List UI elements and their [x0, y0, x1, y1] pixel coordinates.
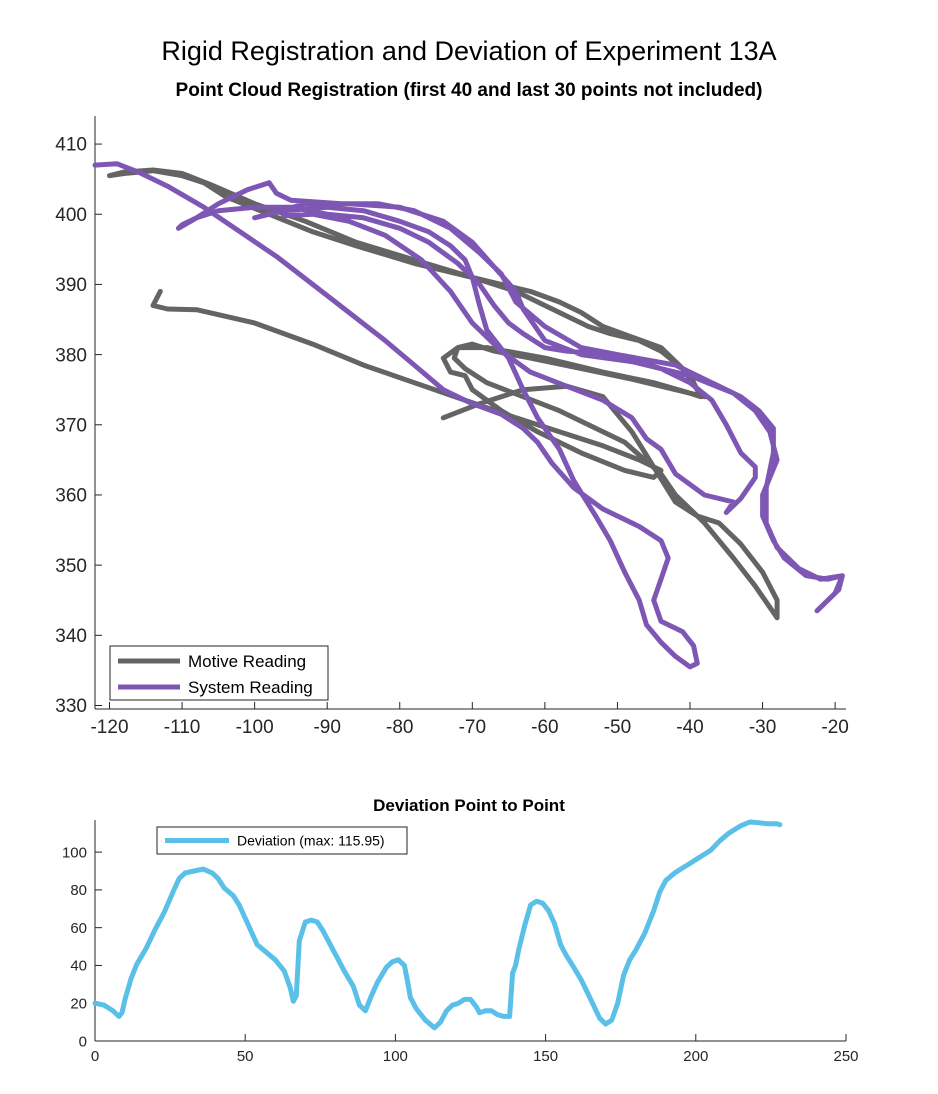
reg-x-tick-label: -70 — [459, 717, 486, 738]
reg-y-tick-label: 400 — [55, 205, 87, 226]
reg-y-tick-label: 410 — [55, 135, 87, 156]
reg-x-tick-label: -50 — [604, 717, 631, 738]
deviation-chart-title: Deviation Point to Point — [373, 796, 565, 815]
chart-title: Rigid Registration and Deviation of Expe… — [161, 36, 777, 66]
reg-x-tick-label: -100 — [236, 717, 274, 738]
reg-y-tick-label: 340 — [55, 626, 87, 647]
dev-y-tick-label: 20 — [70, 995, 87, 1012]
reg-x-tick-label: -20 — [821, 717, 848, 738]
reg-y-tick-label: 380 — [55, 345, 87, 366]
reg-y-tick-label: 360 — [55, 486, 87, 507]
reg-legend-label-0: Motive Reading — [188, 652, 306, 671]
dev-x-tick-label: 50 — [237, 1048, 254, 1065]
reg-y-tick-label: 330 — [55, 696, 87, 717]
reg-legend-box — [109, 645, 329, 701]
reg-x-tick-label: -90 — [313, 717, 340, 738]
dev-y-tick-label: 40 — [70, 958, 87, 975]
dev-legend-label-0: Deviation (max: 115.95) — [237, 832, 385, 848]
dev-x-tick-label: 0 — [91, 1048, 99, 1065]
dev-x-tick-label: 200 — [683, 1048, 708, 1065]
reg-x-tick-label: -120 — [90, 717, 128, 738]
reg-y-tick-label: 370 — [55, 415, 87, 436]
dev-y-tick-label: 100 — [62, 844, 87, 861]
reg-y-tick-label: 350 — [55, 556, 87, 577]
dev-x-tick-label: 150 — [533, 1048, 558, 1065]
chart-subtitle: Point Cloud Registration (first 40 and l… — [175, 80, 763, 101]
dev-series-line-0 — [92, 819, 783, 1031]
reg-x-tick-label: -30 — [749, 717, 776, 738]
reg-x-tick-label: -40 — [676, 717, 703, 738]
reg-series-line-1 — [92, 161, 845, 670]
reg-legend-label-1: System Reading — [188, 678, 313, 697]
reg-x-tick-label: -110 — [164, 717, 201, 738]
reg-series-line-0 — [107, 167, 780, 621]
dev-y-tick-label: 0 — [79, 1033, 87, 1050]
dev-x-tick-label: 100 — [383, 1048, 408, 1065]
reg-x-tick-label: -60 — [531, 717, 558, 738]
dev-y-tick-label: 60 — [70, 920, 87, 937]
dev-y-tick-label: 80 — [70, 882, 87, 899]
dev-x-tick-label: 250 — [833, 1048, 858, 1065]
reg-x-tick-label: -80 — [386, 717, 413, 738]
reg-y-tick-label: 390 — [55, 275, 87, 296]
